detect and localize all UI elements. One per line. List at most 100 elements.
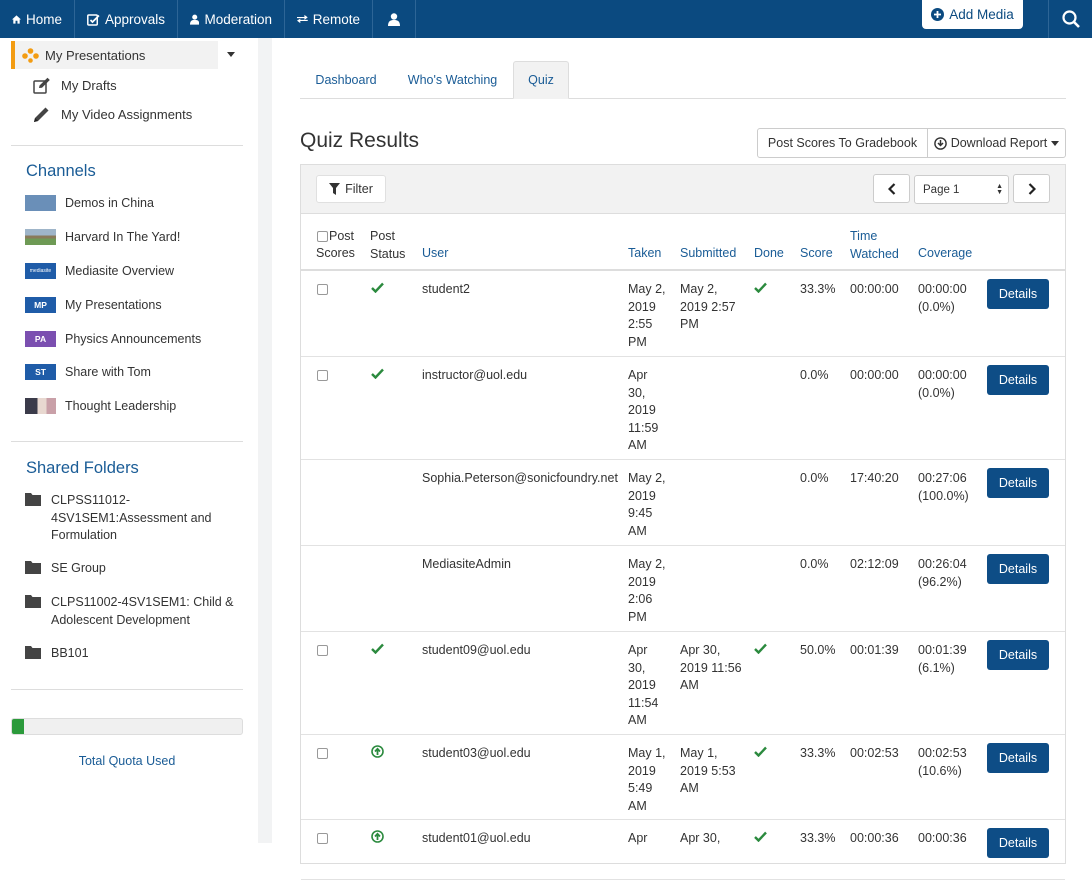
- channel-thumbnail: MP: [25, 297, 56, 313]
- channel-thought-leadership[interactable]: Thought Leadership: [25, 398, 176, 414]
- filter-label: Filter: [345, 182, 373, 196]
- channel-label: Thought Leadership: [65, 399, 177, 413]
- post-upload-icon[interactable]: [371, 830, 384, 849]
- search-button[interactable]: [1048, 0, 1092, 38]
- folder-bb101[interactable]: BB101: [25, 645, 89, 663]
- cell-user: student01@uol.edu: [422, 831, 531, 845]
- details-button[interactable]: Details: [987, 828, 1049, 858]
- row-checkbox[interactable]: [317, 833, 328, 844]
- sidebar-item-my-presentations[interactable]: My Presentations: [11, 41, 218, 69]
- divider: [11, 145, 243, 146]
- cell-taken: May 2, 2019 2:55 PM: [628, 282, 666, 349]
- header-coverage[interactable]: Coverage: [918, 246, 973, 260]
- sidebar-item-label: My Drafts: [61, 78, 117, 93]
- filter-icon: [329, 183, 341, 195]
- details-button[interactable]: Details: [987, 640, 1049, 670]
- sidebar-item-label: My Presentations: [45, 47, 146, 63]
- table-header-divider: [301, 269, 1065, 271]
- channel-label: Mediasite Overview: [65, 264, 175, 278]
- top-navigation-bar: Home Approvals Moderation Remote Add Med…: [0, 0, 1092, 38]
- chevron-right-icon: [1028, 182, 1036, 195]
- header-submitted[interactable]: Submitted: [680, 246, 737, 260]
- channel-physics-announcements[interactable]: PA Physics Announcements: [25, 331, 201, 347]
- channel-my-presentations[interactable]: MP My Presentations: [25, 297, 162, 313]
- channel-mediasite-overview[interactable]: mediasite Mediasite Overview: [25, 263, 174, 279]
- row-checkbox[interactable]: [317, 645, 328, 656]
- cell-score: 50.0%: [800, 643, 836, 657]
- channel-thumbnail: PA: [25, 331, 56, 347]
- page-title: Quiz Results: [300, 129, 420, 152]
- quota-label[interactable]: Total Quota Used: [78, 754, 176, 768]
- nav-home[interactable]: Home: [0, 0, 75, 38]
- cell-coverage: 00:27:06 (100.0%): [918, 471, 969, 503]
- row-checkbox[interactable]: [317, 748, 328, 759]
- add-media-button[interactable]: Add Media: [922, 0, 1023, 29]
- folder-label: SE Group: [51, 561, 106, 575]
- channel-thumbnail: mediasite: [25, 263, 56, 279]
- header-taken[interactable]: Taken: [628, 246, 662, 260]
- header-score[interactable]: Score: [800, 246, 833, 260]
- table-row: [301, 460, 1065, 546]
- header-done[interactable]: Done: [754, 246, 784, 260]
- channel-harvard-in-the-yard[interactable]: Harvard In The Yard!: [25, 229, 180, 245]
- folder-label: BB101: [51, 646, 89, 660]
- caret-down-icon: [1051, 140, 1060, 146]
- details-button[interactable]: Details: [987, 743, 1049, 773]
- next-page-button[interactable]: [1013, 174, 1050, 203]
- tab-quiz[interactable]: Quiz: [513, 61, 569, 99]
- user-profile-icon: [388, 12, 400, 26]
- download-icon: [933, 136, 947, 150]
- nav-approvals-label: Approvals: [104, 11, 165, 27]
- cell-coverage: 00:26:04 (96.2%): [918, 557, 967, 589]
- sidebar-item-my-drafts[interactable]: My Drafts: [33, 77, 117, 94]
- row-checkbox[interactable]: [317, 370, 328, 381]
- cell-score: 0.0%: [800, 368, 829, 382]
- cell-coverage: 00:00:00 (0.0%): [918, 282, 967, 314]
- details-button[interactable]: Details: [987, 554, 1049, 584]
- tab-dashboard[interactable]: Dashboard: [315, 73, 377, 87]
- nav-moderation[interactable]: Moderation: [178, 0, 285, 38]
- cell-submitted: May 1, 2019 5:53 AM: [680, 746, 736, 795]
- cell-user: instructor@uol.edu: [422, 368, 528, 382]
- header-time-watched[interactable]: Time Watched: [850, 229, 899, 261]
- edit-check-icon: [87, 13, 100, 26]
- done-check-icon: [754, 745, 767, 763]
- previous-page-button[interactable]: [873, 174, 910, 203]
- page-select[interactable]: Page 1 ▲ ▼: [914, 175, 1009, 204]
- cell-time-watched: 00:00:36: [850, 831, 899, 845]
- details-button[interactable]: Details: [987, 468, 1049, 498]
- channel-demos-in-china[interactable]: Demos in China: [25, 195, 154, 211]
- search-icon: [1061, 10, 1080, 28]
- cell-time-watched: 00:01:39: [850, 643, 899, 657]
- filter-button[interactable]: Filter: [316, 175, 386, 203]
- done-check-icon: [754, 830, 767, 848]
- details-button[interactable]: Details: [987, 365, 1049, 395]
- user-icon: [190, 14, 200, 25]
- sidebar-item-label: My Video Assignments: [61, 107, 193, 122]
- nav-profile[interactable]: [373, 0, 416, 38]
- chevron-down-icon[interactable]: [227, 52, 235, 57]
- tab-whos-watching[interactable]: Who's Watching: [407, 73, 498, 87]
- cell-score: 33.3%: [800, 831, 836, 845]
- post-upload-icon[interactable]: [371, 745, 384, 764]
- folder-clps11002[interactable]: CLPS11002-4SV1SEM1: Child & Adolescent D…: [25, 594, 234, 629]
- channel-label: Harvard In The Yard!: [65, 230, 181, 244]
- row-checkbox[interactable]: [317, 284, 328, 295]
- nav-remote[interactable]: Remote: [285, 0, 373, 38]
- quota-progress-bar: [11, 718, 243, 735]
- nav-approvals[interactable]: Approvals: [75, 0, 178, 38]
- post-scores-button[interactable]: Post Scores To Gradebook: [757, 128, 928, 158]
- channel-label: My Presentations: [65, 298, 162, 312]
- header-user[interactable]: User: [422, 246, 449, 260]
- select-all-checkbox[interactable]: [317, 231, 328, 242]
- channel-share-with-tom[interactable]: ST Share with Tom: [25, 364, 151, 380]
- tab-bar-line: [300, 98, 1066, 99]
- details-button[interactable]: Details: [987, 279, 1049, 309]
- folder-icon: [25, 493, 41, 506]
- folder-se-group[interactable]: SE Group: [25, 560, 106, 578]
- folder-clpss11012[interactable]: CLPSS11012- 4SV1SEM1:Assessment and Form…: [25, 492, 212, 545]
- download-report-button[interactable]: Download Report: [927, 128, 1066, 158]
- sidebar-item-my-video-assignments[interactable]: My Video Assignments: [33, 106, 192, 123]
- posted-check-icon: [371, 367, 384, 385]
- cell-time-watched: 00:00:00: [850, 282, 899, 296]
